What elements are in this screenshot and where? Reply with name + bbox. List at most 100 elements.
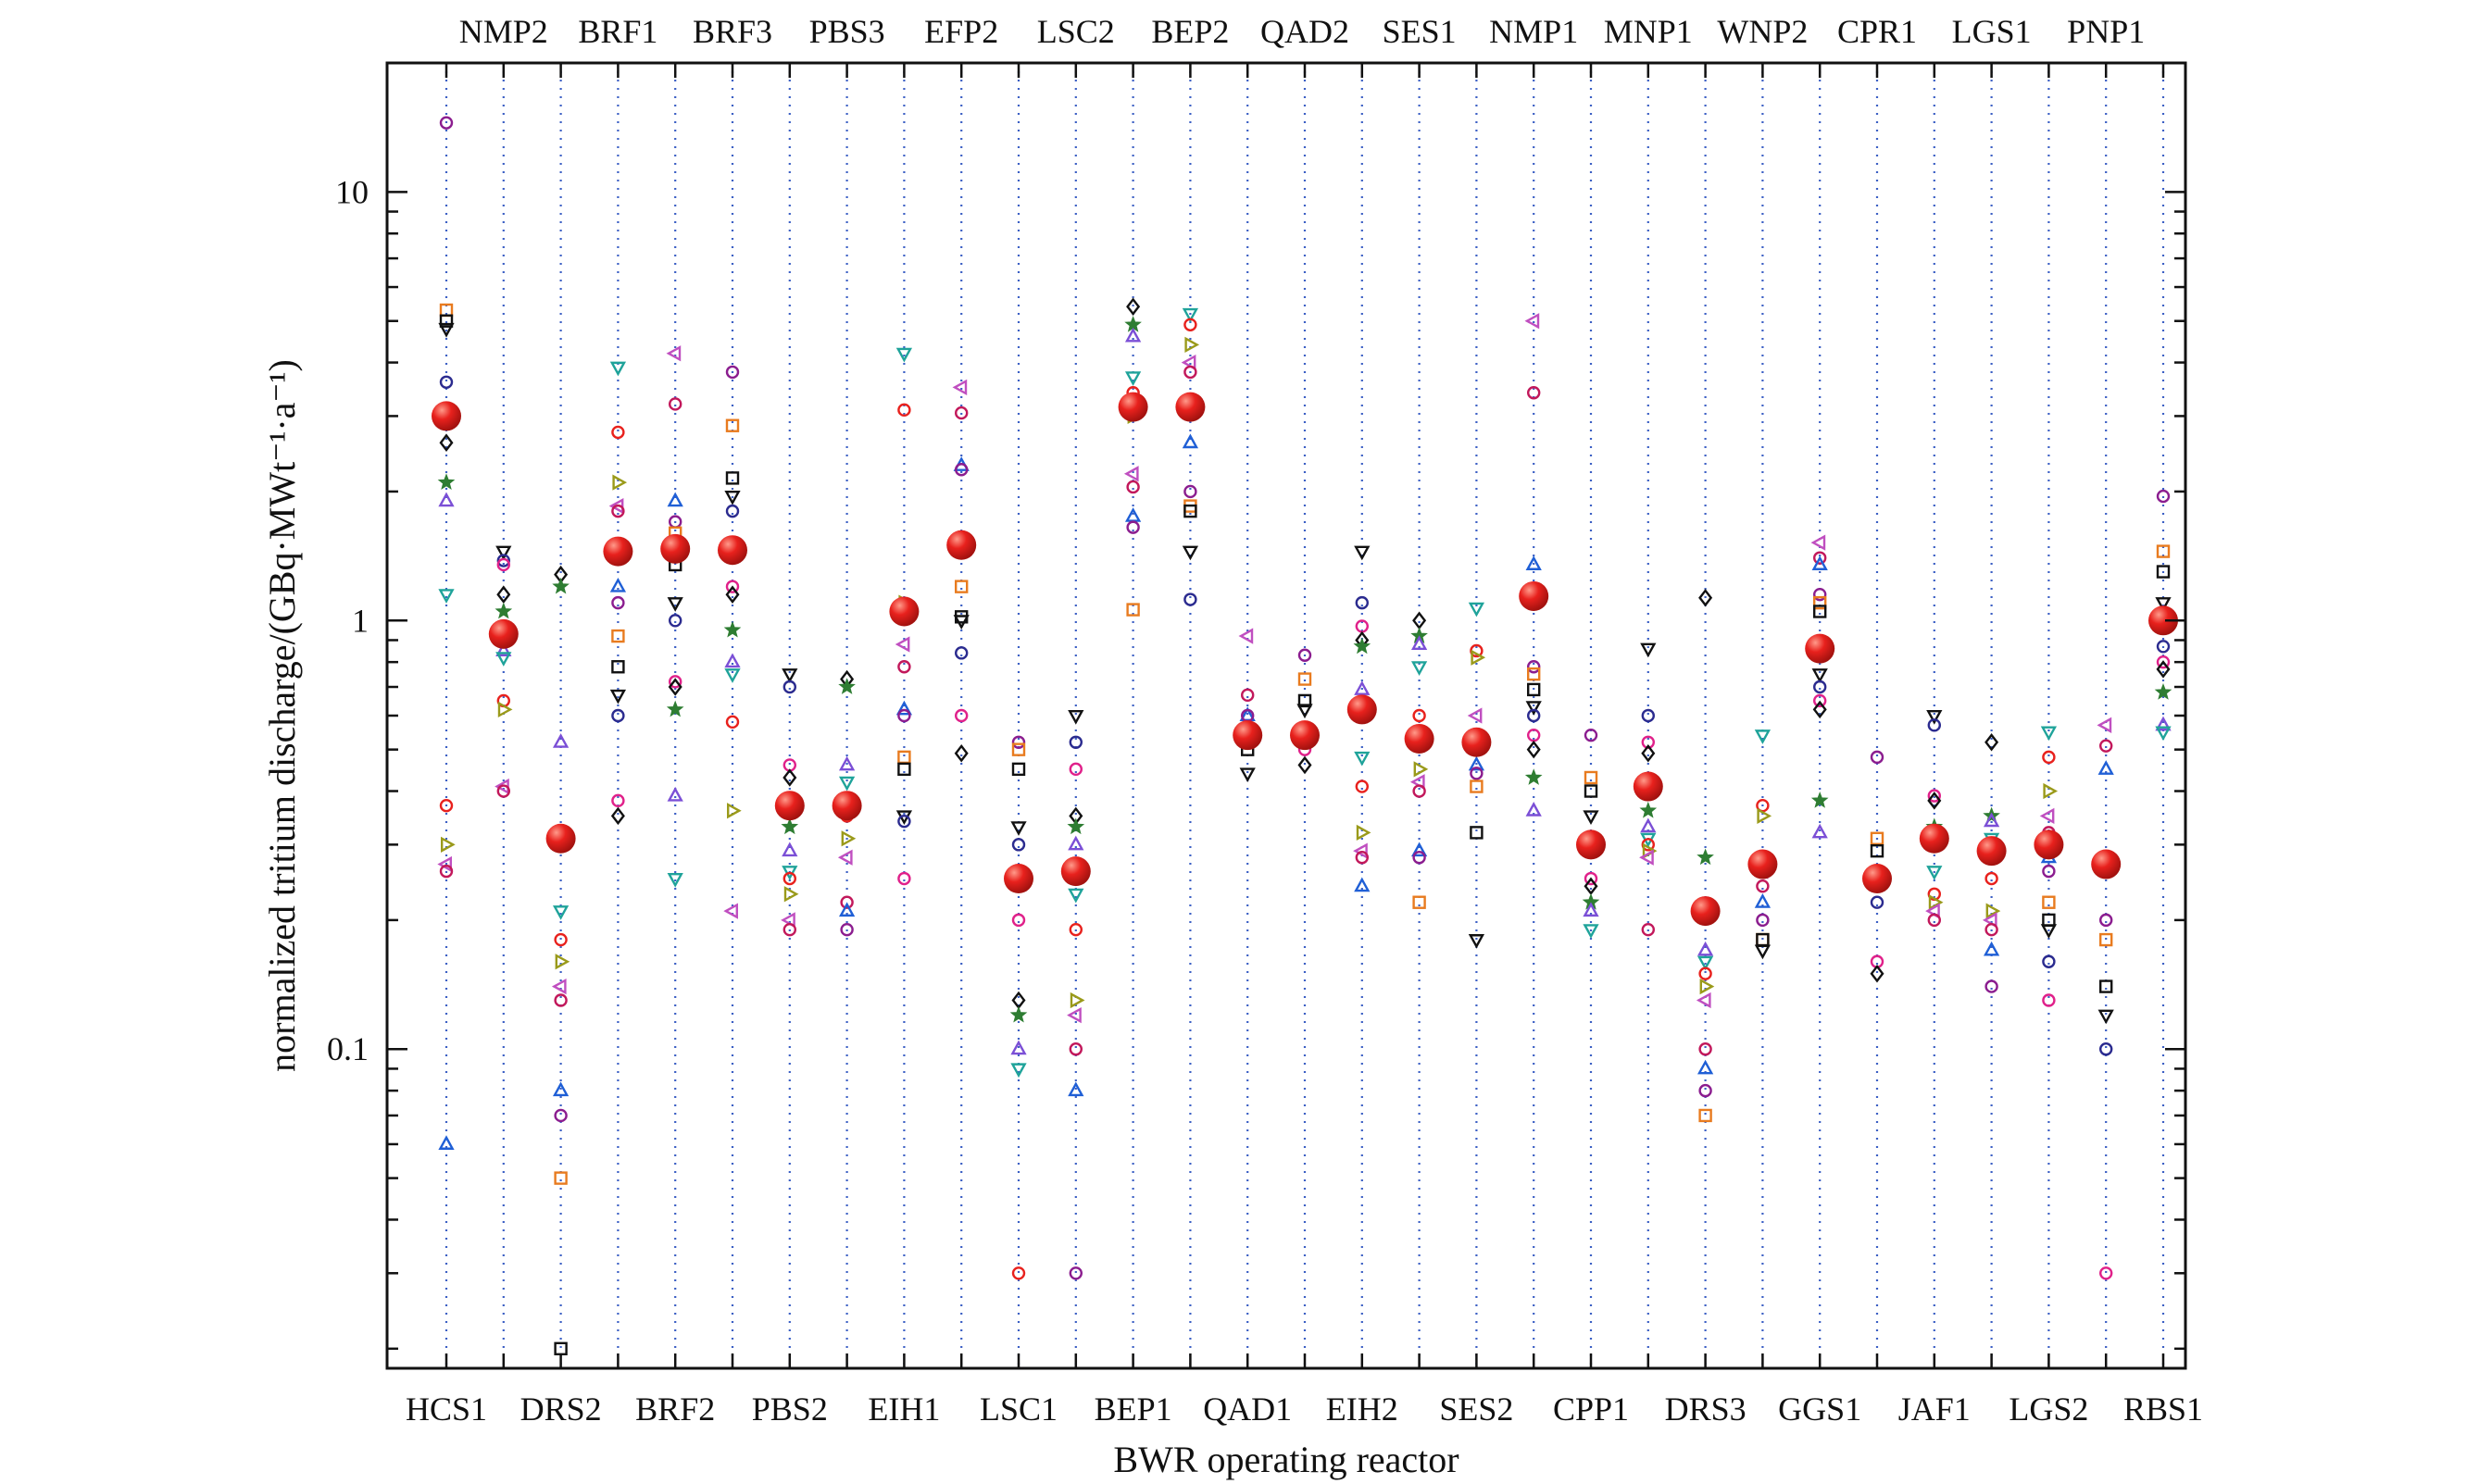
data-point-diamond xyxy=(2156,660,2171,679)
data-point-square xyxy=(1126,603,1140,617)
data-point-triangle-down xyxy=(609,689,627,705)
data-point-diamond xyxy=(1526,740,1541,759)
data-point-circle xyxy=(2156,655,2171,669)
mean-marker-wnp2 xyxy=(1747,849,1778,879)
data-point-diamond xyxy=(1927,792,1942,810)
data-point-diamond xyxy=(1297,755,1312,775)
x-axis-title: BWR operating reactor xyxy=(1113,1439,1459,1480)
x-label-bottom-eih2: EIH2 xyxy=(1326,1390,1398,1428)
data-point-star xyxy=(1524,768,1543,785)
data-point-triangle-down xyxy=(1182,545,1199,561)
mean-marker-qad2 xyxy=(1290,720,1320,751)
data-point-triangle xyxy=(552,733,570,748)
data-point-circle xyxy=(1240,688,1255,703)
data-point-circle xyxy=(783,680,796,694)
data-point-triangle xyxy=(438,492,455,507)
data-point-circle xyxy=(1355,851,1370,865)
mean-marker-ggs1 xyxy=(1805,633,1835,664)
mean-marker-drs2 xyxy=(545,823,576,854)
data-point-triangle-down xyxy=(953,615,970,630)
data-point-triangle xyxy=(1696,941,1714,956)
data-point-circle xyxy=(1355,595,1370,610)
data-point-star xyxy=(1353,637,1371,655)
data-point-circle xyxy=(954,405,969,420)
data-point-triangle xyxy=(724,653,741,668)
data-point-circle xyxy=(725,365,740,380)
data-point-star xyxy=(437,473,456,491)
data-point-circle xyxy=(1698,966,1712,980)
data-point-triangle-left xyxy=(608,497,624,515)
data-point-circle xyxy=(611,504,625,518)
data-point-circle xyxy=(1584,871,1598,886)
data-point-circle xyxy=(1870,895,1884,909)
data-point-triangle-down xyxy=(495,652,512,667)
data-point-triangle-right xyxy=(1184,336,1200,354)
data-point-triangle xyxy=(1410,842,1428,857)
data-point-circle xyxy=(840,922,854,937)
data-point-triangle-down xyxy=(1754,944,1772,960)
mean-marker-eih2 xyxy=(1346,694,1377,725)
x-label-bottom-cpp1: CPP1 xyxy=(1553,1390,1629,1428)
data-point-circle xyxy=(2156,640,2171,654)
data-point-square xyxy=(2156,544,2171,558)
data-point-diamond xyxy=(1870,964,1884,983)
data-point-triangle-down xyxy=(724,668,741,683)
data-point-star xyxy=(1696,848,1714,866)
data-point-triangle xyxy=(895,700,913,716)
data-point-triangle xyxy=(1068,835,1084,851)
data-point-triangle xyxy=(1525,802,1542,817)
data-point-circle xyxy=(1470,767,1484,780)
data-point-triangle-down xyxy=(1410,661,1428,676)
y-tick-label: 0.1 xyxy=(327,1030,369,1067)
data-point-circle xyxy=(611,708,625,723)
x-label-top-brf3: BRF3 xyxy=(693,13,772,50)
data-point-circle xyxy=(439,375,454,389)
data-point-circle xyxy=(2042,864,2056,879)
x-label-top-mnp1: MNP1 xyxy=(1604,13,1693,50)
y-axis-title: normalized tritium discharge/(GBq·MWt⁻¹·… xyxy=(261,359,303,1072)
data-point-square xyxy=(1297,672,1312,686)
data-point-circle xyxy=(439,798,454,813)
x-label-top-nmp1: NMP1 xyxy=(1489,13,1578,50)
data-point-circle xyxy=(1984,979,1998,993)
data-point-square xyxy=(611,660,625,674)
data-point-triangle-down xyxy=(1010,821,1027,836)
data-point-triangle-left xyxy=(1123,466,1139,482)
data-point-triangle-left xyxy=(1810,534,1826,551)
data-point-diamond xyxy=(783,768,797,787)
data-point-triangle xyxy=(1811,823,1828,839)
data-point-circle xyxy=(496,784,510,798)
data-point-triangle-right xyxy=(441,836,456,853)
data-point-triangle-down xyxy=(2040,726,2058,742)
data-point-star xyxy=(723,620,742,638)
data-point-star xyxy=(1009,1005,1028,1023)
data-point-circle xyxy=(1584,728,1598,742)
data-point-triangle xyxy=(2155,716,2172,731)
mean-marker-cpp1 xyxy=(1576,829,1606,860)
data-point-circle xyxy=(1355,779,1370,793)
data-point-triangle-left xyxy=(1696,991,1711,1009)
data-point-circle xyxy=(669,675,682,689)
x-label-bottom-drs2: DRS2 xyxy=(520,1390,602,1428)
data-point-square xyxy=(1812,595,1827,610)
data-point-triangle-down xyxy=(495,545,512,561)
y-tick-label: 1 xyxy=(352,602,369,639)
data-point-circle xyxy=(1183,484,1197,499)
data-point-star xyxy=(666,700,684,717)
data-point-circle xyxy=(1183,365,1197,380)
data-point-circle xyxy=(1011,838,1026,852)
data-point-diamond xyxy=(1126,297,1141,317)
data-point-triangle-down xyxy=(1354,545,1371,561)
data-point-diamond xyxy=(1641,743,1656,763)
data-point-triangle-left xyxy=(837,849,853,866)
data-point-star xyxy=(1639,801,1658,818)
data-point-triangle-down xyxy=(2155,726,2172,742)
data-point-square xyxy=(1584,784,1598,798)
data-point-triangle-left xyxy=(1067,1006,1082,1024)
data-point-triangle-left xyxy=(551,978,567,995)
data-point-star xyxy=(781,817,799,835)
x-label-bottom-pbs2: PBS2 xyxy=(752,1390,828,1428)
mean-marker-lgs1 xyxy=(1976,836,2007,867)
data-point-triangle-down xyxy=(782,668,798,683)
